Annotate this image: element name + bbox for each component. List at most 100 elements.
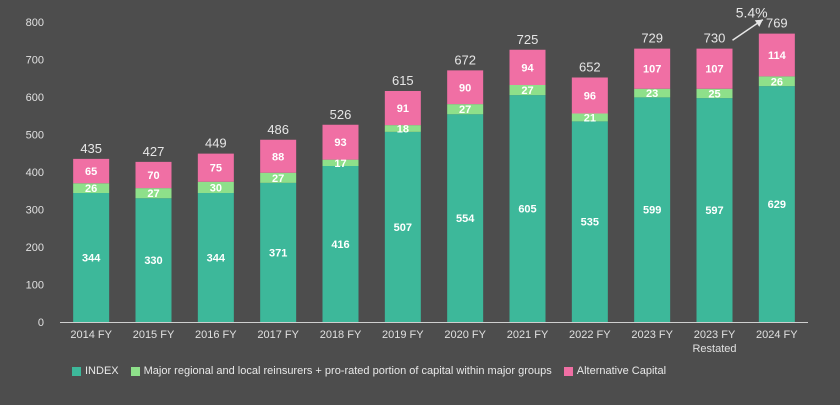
bar-segment: [696, 88, 733, 99]
data-label: 25: [708, 88, 720, 100]
data-label: 27: [147, 188, 159, 200]
bar-segment: [634, 88, 671, 98]
y-tick-label: 600: [26, 92, 44, 104]
legend-swatch-alternative-capital: [563, 366, 573, 376]
data-label: 507: [394, 222, 412, 234]
total-label: 526: [330, 107, 352, 122]
data-label: 344: [207, 253, 226, 265]
bar-segment: [73, 158, 110, 184]
bar-segment: [135, 161, 172, 189]
data-label: 88: [272, 151, 284, 163]
data-label: 554: [456, 213, 475, 225]
total-label: 615: [392, 73, 414, 88]
total-label: 427: [143, 144, 165, 159]
data-label: 26: [771, 76, 783, 88]
data-label: 107: [705, 64, 723, 76]
legend-item-alternative-capital: Alternative Capital: [563, 365, 667, 377]
bar-segment: [447, 70, 484, 105]
bar-segment: [260, 139, 297, 173]
bar-segment: [135, 198, 172, 322]
data-label: 27: [459, 104, 471, 116]
legend-item-major-reinsurers: Major regional and local reinsurers + pr…: [130, 365, 552, 377]
data-label: 330: [144, 255, 162, 267]
x-tick-label: 2023 FY Restated: [692, 329, 736, 355]
legend-label-major-reinsurers: Major regional and local reinsurers + pr…: [143, 365, 552, 377]
data-label: 70: [147, 170, 159, 182]
bar-segment: [322, 166, 359, 322]
bar-segment: [384, 131, 421, 322]
data-label: 27: [521, 85, 533, 97]
x-tick-label: 2017 FY: [257, 329, 299, 341]
x-tick-label: 2024 FY: [756, 329, 798, 341]
bar-segment: [758, 76, 795, 87]
total-label: 486: [267, 122, 289, 137]
bar-segment: [509, 49, 546, 85]
legend-swatch-index: [72, 366, 81, 376]
y-tick-label: 800: [26, 17, 44, 29]
x-tick-label: 2016 FY: [195, 329, 237, 341]
total-label: 449: [205, 136, 227, 151]
total-label: 729: [641, 31, 663, 46]
total-label: 435: [80, 141, 102, 156]
y-tick-label: 400: [26, 167, 44, 179]
data-label: 114: [768, 50, 787, 62]
growth-arrow-head: [754, 19, 763, 27]
bar-segment: [509, 85, 546, 96]
bar-segment: [322, 159, 359, 166]
bar-segment: [634, 48, 671, 89]
data-label: 93: [334, 137, 346, 149]
bar-segment: [135, 188, 172, 199]
data-label: 26: [85, 183, 97, 195]
y-tick-label: 0: [38, 317, 44, 329]
x-tick-label: 2021 FY: [507, 329, 549, 341]
growth-annotation: 5.4%: [736, 5, 768, 21]
bar-segment: [571, 77, 608, 114]
y-tick-label: 700: [26, 55, 44, 67]
data-label: 94: [521, 62, 534, 74]
data-label: 27: [272, 173, 284, 185]
bar-segment: [571, 113, 608, 122]
data-label: 90: [459, 82, 471, 94]
x-tick-label: 2023 FY: [631, 329, 673, 341]
data-label: 107: [643, 64, 661, 76]
total-label: 730: [704, 31, 726, 46]
data-label: 629: [768, 199, 786, 211]
data-label: 23: [646, 88, 658, 100]
bar-segment: [322, 124, 359, 160]
data-label: 18: [397, 124, 409, 136]
data-label: 96: [584, 91, 596, 103]
bar-segment: [571, 121, 608, 322]
x-tick-label: 2022 FY: [569, 329, 611, 341]
y-tick-label: 100: [26, 280, 44, 292]
bar-segment: [384, 91, 421, 126]
data-label: 597: [705, 205, 723, 217]
total-label: 652: [579, 60, 601, 75]
x-tick-label: 2015 FY: [133, 329, 175, 341]
data-label: 91: [397, 103, 409, 115]
bar-segment: [260, 182, 297, 322]
data-label: 599: [643, 205, 661, 217]
legend-label-alternative-capital: Alternative Capital: [576, 365, 667, 377]
data-label: 416: [331, 239, 349, 251]
data-label: 17: [334, 158, 346, 170]
legend-label-index: INDEX: [85, 365, 119, 377]
data-label: 21: [584, 112, 596, 124]
total-label: 769: [766, 16, 788, 31]
legend: INDEX Major regional and local reinsurer…: [72, 365, 666, 377]
x-tick-label: 2020 FY: [444, 329, 486, 341]
bar-segment: [197, 153, 234, 182]
y-tick-label: 500: [26, 130, 44, 142]
bar-segment: [384, 125, 421, 132]
data-label: 344: [82, 253, 101, 265]
y-tick-label: 300: [26, 205, 44, 217]
data-label: 605: [518, 204, 536, 216]
x-tick-label: 2018 FY: [320, 329, 362, 341]
data-label: 75: [210, 163, 222, 175]
data-label: 371: [269, 247, 287, 259]
bar-segment: [696, 98, 733, 322]
x-tick-label: 2014 FY: [70, 329, 112, 341]
total-label: 672: [454, 52, 476, 67]
y-tick-label: 200: [26, 242, 44, 254]
